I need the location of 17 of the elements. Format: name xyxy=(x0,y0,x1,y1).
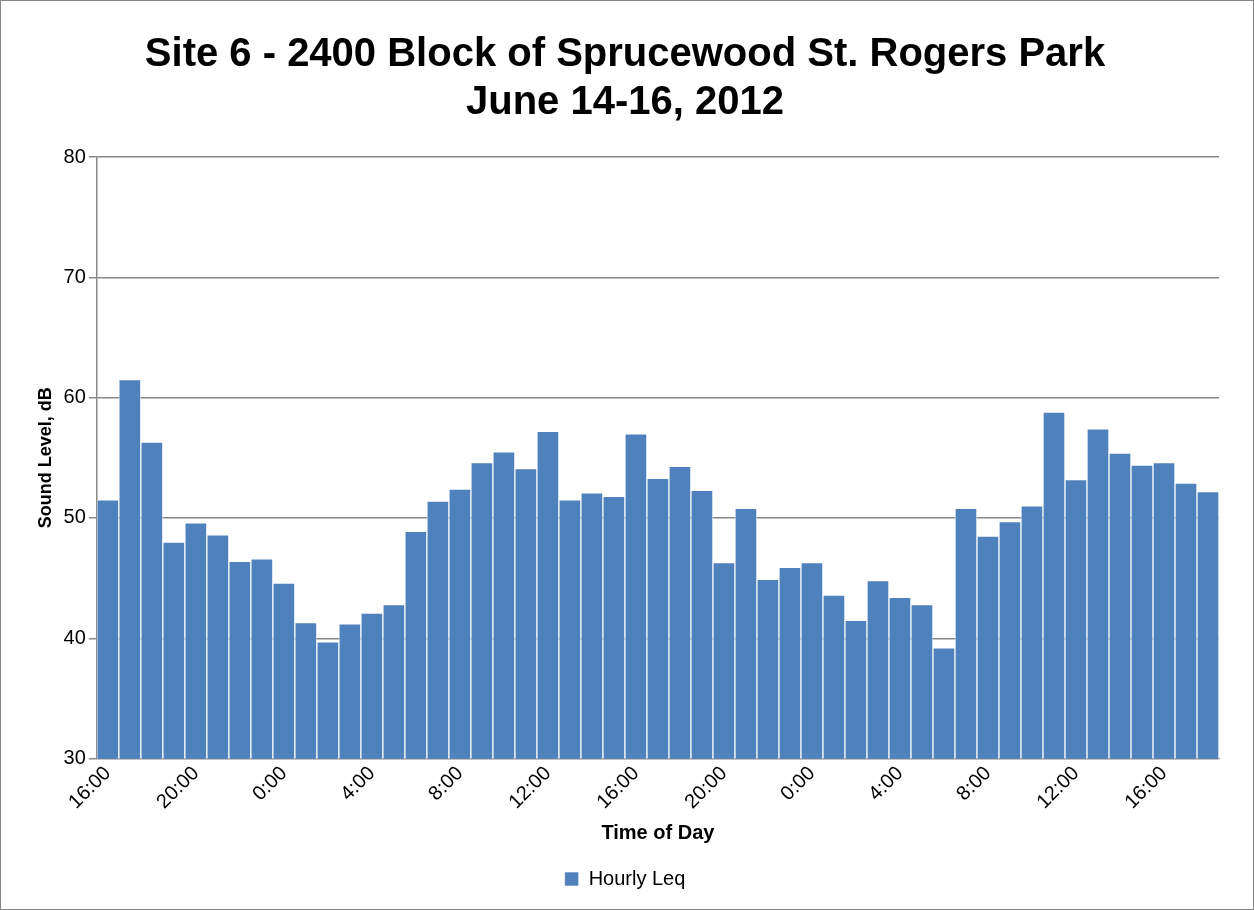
y-tick-label: 70 xyxy=(63,264,86,287)
x-tick-label: 8:00 xyxy=(951,761,995,805)
y-axis-title: Sound Level, dB xyxy=(34,387,55,529)
legend-label: Hourly Leq xyxy=(588,866,686,889)
x-tick-label: 4:00 xyxy=(335,761,379,805)
x-tick-label: 4:00 xyxy=(863,761,907,805)
x-tick-label: 0:00 xyxy=(775,761,819,805)
x-tick-label: 0:00 xyxy=(247,761,291,805)
x-tick-label: 8:00 xyxy=(423,761,467,805)
chart-title: Site 6 - 2400 Block of Sprucewood St. Rogers Park xyxy=(144,30,1106,75)
chart-subtitle: June 14-16, 2012 xyxy=(466,78,784,123)
y-tick-label: 50 xyxy=(63,505,86,528)
y-tick-label: 80 xyxy=(63,144,86,167)
x-axis-title: Time of Day xyxy=(601,820,716,843)
y-tick-label: 30 xyxy=(63,746,86,769)
y-tick-label: 60 xyxy=(63,385,86,408)
y-tick-label: 40 xyxy=(63,625,86,648)
